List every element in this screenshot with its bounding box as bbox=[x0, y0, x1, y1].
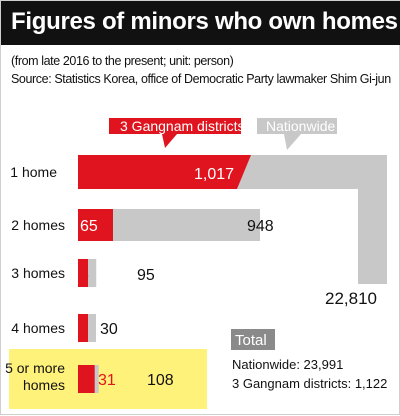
value-gangnam-2: 65 bbox=[80, 218, 98, 235]
category-label-4: 4 homes bbox=[11, 320, 65, 336]
legend-gangnam-label: 3 Gangnam districts bbox=[120, 118, 245, 134]
chart-source: Source: Statistics Korea, office of Demo… bbox=[11, 72, 391, 86]
value-nationwide-1: 22,810 bbox=[325, 289, 377, 308]
value-gangnam-4: 1 bbox=[78, 321, 87, 338]
total-label: Total bbox=[235, 332, 267, 349]
legend-nationwide-label: Nationwide bbox=[266, 118, 335, 134]
bar-gangnam-1-home bbox=[78, 155, 251, 189]
category-label-1: 1 home bbox=[10, 164, 57, 180]
title-bar: Figures of minors who own homes bbox=[1, 1, 400, 45]
highlight-band bbox=[9, 349, 207, 409]
value-nationwide-2: 948 bbox=[247, 218, 274, 235]
total-gangnam: 3 Gangnam districts: 1,122 bbox=[232, 376, 387, 391]
category-label-5: 5 or more homes bbox=[5, 360, 65, 393]
chart-title: Figures of minors who own homes bbox=[11, 8, 398, 35]
total-badge bbox=[231, 329, 275, 350]
bar-gangnam-2 bbox=[78, 209, 113, 241]
total-nationwide: Nationwide: 23,991 bbox=[232, 357, 343, 372]
value-gangnam-3: 6 bbox=[80, 267, 89, 284]
legend-nationwide-tag bbox=[257, 118, 337, 150]
bar-gangnam-3 bbox=[78, 259, 88, 287]
category-label-3: 3 homes bbox=[11, 265, 65, 281]
value-nationwide-4: 30 bbox=[100, 321, 118, 338]
category-label-2: 2 homes bbox=[11, 217, 65, 233]
chart-subtitle: (from late 2016 to the present; unit: pe… bbox=[11, 54, 234, 68]
value-nationwide-3: 95 bbox=[137, 267, 155, 284]
legend-gangnam-tag bbox=[109, 118, 241, 148]
bar-gangnam-5 bbox=[78, 365, 95, 393]
bar-gangnam-4 bbox=[78, 314, 88, 342]
value-gangnam-1: 1,017 bbox=[194, 166, 234, 183]
value-nationwide-5: 108 bbox=[147, 372, 174, 389]
value-gangnam-5: 31 bbox=[98, 372, 116, 389]
